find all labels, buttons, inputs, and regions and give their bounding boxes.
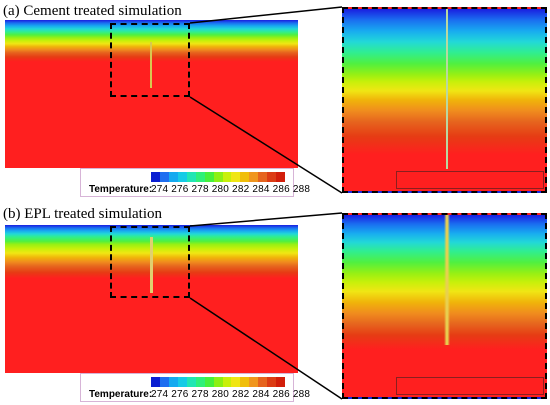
panel-a-colorbar xyxy=(151,172,286,182)
panel-a-legend-ticks: 274 276 278 280 282 284 286 288 xyxy=(151,184,311,195)
panel-b-legend-label: Temperature: xyxy=(89,389,153,400)
panel-b-zoom-legend xyxy=(396,377,544,395)
panel-b-zoom-pipe xyxy=(444,215,450,345)
panel-b-legend: Temperature: 274 276 278 280 282 284 286… xyxy=(80,373,310,402)
panel-b-zoom-view xyxy=(342,213,547,399)
panel-a-title: (a) Cement treated simulation xyxy=(3,3,182,19)
panel-a-zoom-box xyxy=(110,23,190,97)
panel-b-zoom-box xyxy=(110,226,190,298)
panel-b-pipe xyxy=(150,237,153,293)
panel-a-legend-label: Temperature: xyxy=(89,184,153,195)
panel-a-legend: Temperature: 274 276 278 280 282 284 286… xyxy=(80,168,310,197)
panel-b-colorbar xyxy=(151,377,286,387)
panel-b-legend-ticks: 274 276 278 280 282 284 286 288 xyxy=(151,389,311,400)
panel-a-zoom-view xyxy=(342,7,547,193)
panel-a-zoom-pipe xyxy=(446,9,448,169)
panel-b-title: (b) EPL treated simulation xyxy=(3,206,162,222)
panel-a-pipe xyxy=(150,42,152,88)
panel-a-zoom-legend xyxy=(396,171,544,189)
